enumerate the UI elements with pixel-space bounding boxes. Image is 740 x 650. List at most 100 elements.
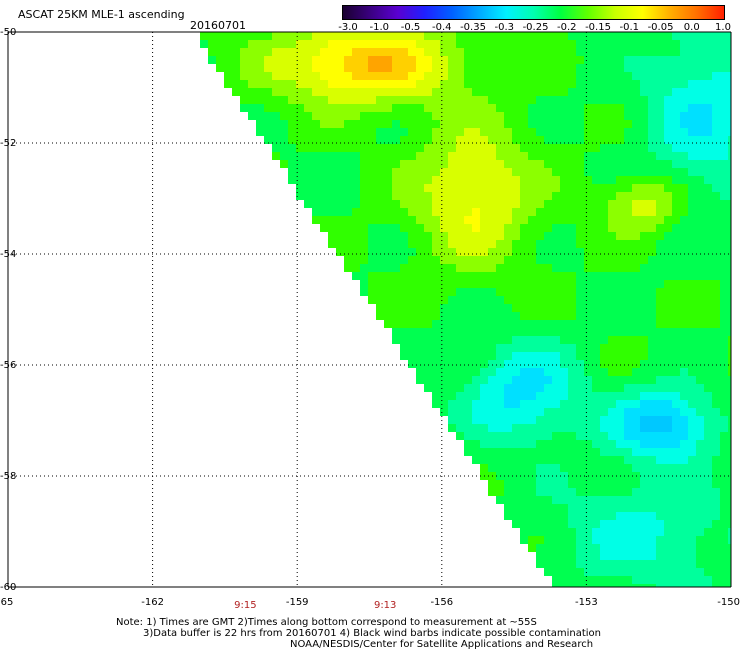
mle-cell [568, 168, 576, 176]
mle-cell [568, 392, 576, 400]
mle-cell [600, 456, 608, 464]
mle-cell [432, 384, 440, 392]
mle-cell [640, 232, 648, 240]
mle-cell [376, 312, 384, 320]
mle-cell [624, 552, 632, 560]
mle-cell [480, 392, 488, 400]
mle-cell [624, 272, 632, 280]
mle-cell [504, 160, 512, 168]
mle-cell [488, 304, 496, 312]
mle-cell [416, 136, 424, 144]
mle-cell [488, 392, 496, 400]
mle-cell [624, 568, 632, 576]
mle-cell [264, 128, 272, 136]
mle-cell [400, 344, 408, 352]
mle-cell [328, 56, 336, 64]
mle-cell [712, 32, 720, 40]
mle-cell [368, 296, 376, 304]
mle-cell [576, 296, 584, 304]
mle-cell [376, 216, 384, 224]
mle-cell [648, 192, 656, 200]
mle-cell [600, 224, 608, 232]
mle-cell [616, 144, 624, 152]
mle-cell [632, 296, 640, 304]
mle-cell [560, 272, 568, 280]
mle-cell [688, 392, 696, 400]
mle-cell [584, 536, 592, 544]
mle-cell [672, 256, 680, 264]
mle-cell [688, 40, 696, 48]
mle-cell [296, 64, 304, 72]
mle-cell [600, 136, 608, 144]
mle-cell [480, 416, 488, 424]
mle-cell [656, 424, 664, 432]
mle-cell [640, 176, 648, 184]
mle-cell [496, 376, 504, 384]
mle-cell [712, 432, 720, 440]
mle-cell [680, 576, 688, 584]
mle-cell [320, 72, 328, 80]
mle-cell [592, 488, 600, 496]
mle-cell [552, 456, 560, 464]
mle-cell [392, 256, 400, 264]
mle-cell [424, 376, 432, 384]
mle-cell [344, 248, 352, 256]
mle-cell [416, 360, 424, 368]
mle-cell [720, 136, 728, 144]
mle-cell [456, 400, 464, 408]
mle-cell [680, 272, 688, 280]
mle-cell [304, 152, 312, 160]
mle-cell [696, 344, 704, 352]
mle-cell [704, 72, 712, 80]
mle-cell [488, 176, 496, 184]
mle-cell [336, 240, 344, 248]
mle-cell [432, 232, 440, 240]
mle-cell [376, 184, 384, 192]
mle-cell [680, 504, 688, 512]
colorbar-tick-label: 1.0 [715, 22, 731, 33]
mle-cell [616, 56, 624, 64]
mle-cell [632, 336, 640, 344]
mle-cell [408, 88, 416, 96]
mle-cell [480, 456, 488, 464]
mle-cell [728, 240, 731, 248]
mle-cell [712, 80, 720, 88]
mle-cell [624, 424, 632, 432]
mle-cell [568, 48, 576, 56]
mle-cell [528, 408, 536, 416]
mle-cell [672, 104, 680, 112]
mle-cell [696, 248, 704, 256]
mle-cell [728, 568, 731, 576]
mle-cell [664, 504, 672, 512]
mle-cell [424, 328, 432, 336]
mle-cell [400, 288, 408, 296]
mle-cell [544, 184, 552, 192]
mle-cell [264, 40, 272, 48]
mle-cell [632, 264, 640, 272]
mle-cell [624, 328, 632, 336]
mle-cell [408, 296, 416, 304]
mle-cell [552, 144, 560, 152]
mle-cell [600, 568, 608, 576]
mle-cell [408, 224, 416, 232]
mle-cell [648, 136, 656, 144]
mle-cell [664, 544, 672, 552]
mle-cell [680, 144, 688, 152]
mle-cell [336, 120, 344, 128]
mle-cell [448, 392, 456, 400]
mle-cell [656, 256, 664, 264]
mle-cell [448, 176, 456, 184]
mle-cell [632, 120, 640, 128]
mle-cell [504, 480, 512, 488]
mle-cell [648, 352, 656, 360]
mle-cell [664, 488, 672, 496]
mle-cell [256, 120, 264, 128]
mle-cell [288, 112, 296, 120]
mle-cell [496, 32, 504, 40]
mle-cell [648, 304, 656, 312]
mle-cell [288, 72, 296, 80]
mle-cell [480, 40, 488, 48]
mle-cell [384, 248, 392, 256]
mle-cell [336, 208, 344, 216]
mle-cell [608, 368, 616, 376]
